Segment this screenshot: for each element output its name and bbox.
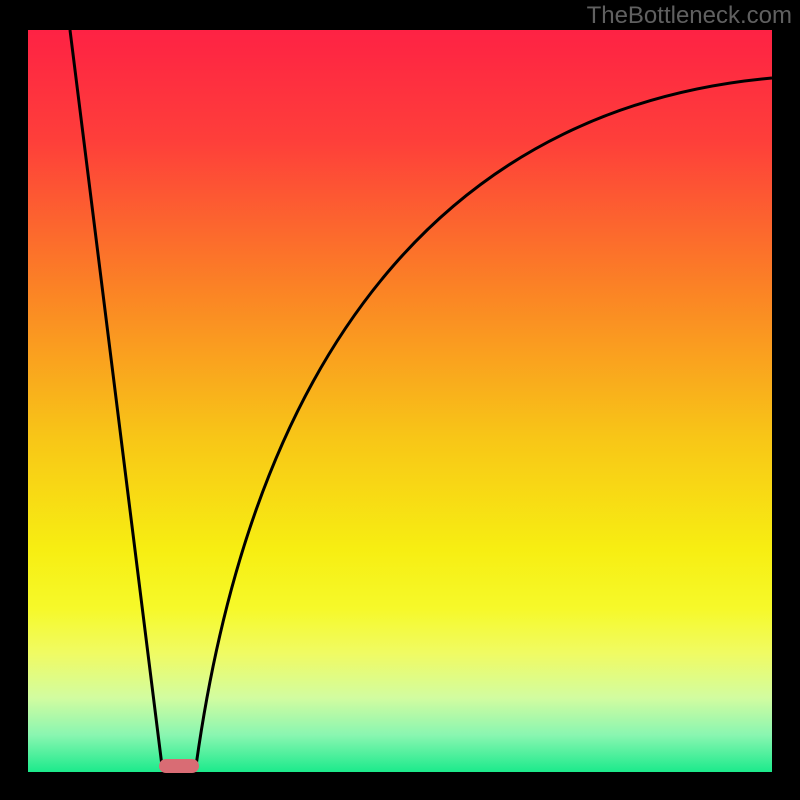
watermark-text: TheBottleneck.com	[587, 2, 792, 30]
optimal-marker	[159, 759, 199, 773]
bottleneck-chart	[0, 0, 800, 800]
chart-container: TheBottleneck.com	[0, 0, 800, 800]
plot-background	[28, 30, 772, 772]
